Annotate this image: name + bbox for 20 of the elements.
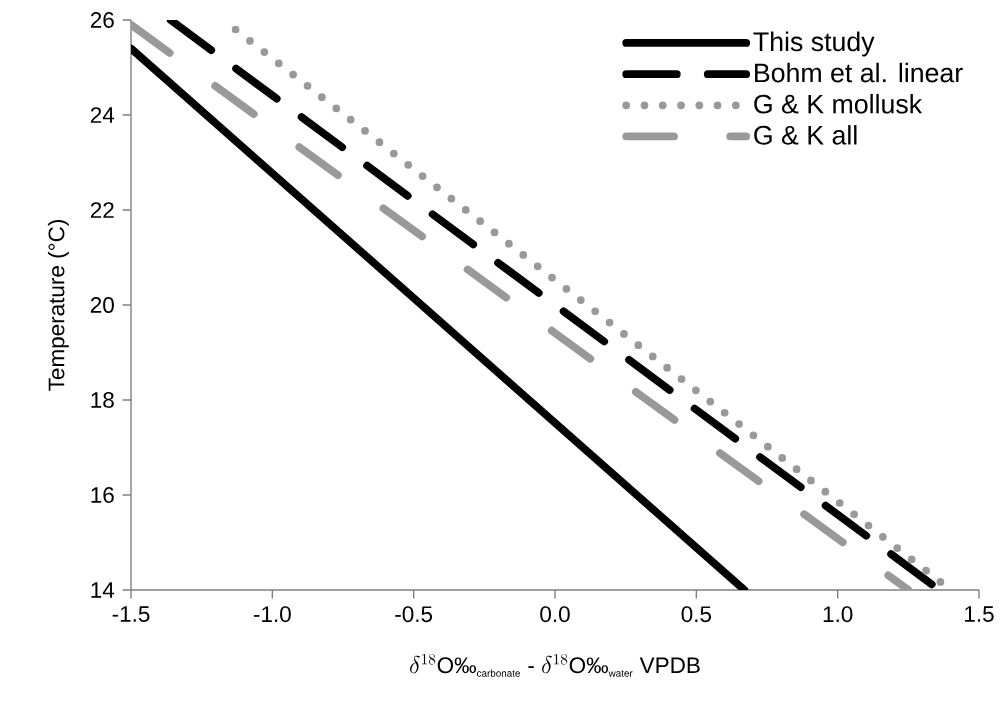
- x-tick-label: 1.0: [823, 606, 853, 623]
- y-tick-label: 26: [90, 12, 114, 28]
- y-tick-label: 16: [91, 487, 114, 503]
- y-tick-label: 14: [91, 582, 115, 598]
- x-axis-title: $\delta^{18}\mbox{O‰}_{\mbox{\scriptsize carbonate}}\mbox{ - }\delta^{18}\mbox{O‰}_{\mbox{\scriptsize water}}\mbox{ VPDB}$: [410, 653, 700, 677]
- x-tick-label: -1.0: [253, 606, 291, 623]
- legend-label: G & K all: [754, 125, 857, 145]
- y-tick-label: 22: [90, 202, 114, 218]
- legend-label: This study: [753, 31, 875, 57]
- x-tick-label: -0.5: [395, 606, 433, 623]
- x-tick-label: -1.5: [112, 606, 150, 622]
- x-tick-label: 0.5: [681, 606, 712, 623]
- y-tick-label: 24: [90, 107, 115, 123]
- legend-label: G & K mollusk: [754, 93, 923, 114]
- y-tick-label: 20: [90, 297, 114, 313]
- x-tick-label: 0.0: [540, 606, 570, 623]
- y-axis-title: Temperature (°C): [47, 220, 69, 391]
- x-tick-label: 1.5: [965, 606, 994, 622]
- legend-label: Bohm et al. linear: [755, 62, 963, 83]
- y-tick-label: 18: [91, 392, 114, 408]
